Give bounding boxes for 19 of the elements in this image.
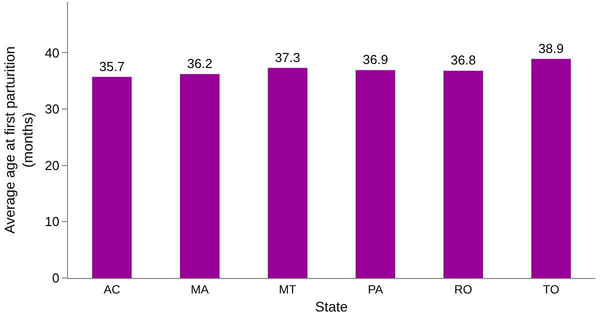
data-label: 36.8 xyxy=(450,52,476,68)
data-label: 36.9 xyxy=(362,52,388,68)
x-tick-label: MA xyxy=(190,282,209,296)
y-tick-label: 40 xyxy=(44,45,60,60)
x-tick-label: MT xyxy=(278,282,297,296)
data-label: 36.2 xyxy=(187,56,212,72)
y-tick-label: 0 xyxy=(52,270,60,286)
x-tick-label: AC xyxy=(104,282,121,296)
data-label: 38.9 xyxy=(538,40,564,56)
y-tick-label: 30 xyxy=(44,102,60,117)
x-tick-label: RO xyxy=(454,282,472,296)
data-label: 35.7 xyxy=(99,58,125,74)
x-tick-label: PA xyxy=(368,282,383,296)
x-axis-title: State xyxy=(315,298,348,315)
y-axis-title: Average age at first parturition (months) xyxy=(1,46,36,234)
y-tick-label: 10 xyxy=(44,214,60,230)
y-tick-label: 20 xyxy=(44,158,60,173)
data-label: 37.3 xyxy=(274,50,300,65)
x-tick-label: TO xyxy=(542,282,560,296)
